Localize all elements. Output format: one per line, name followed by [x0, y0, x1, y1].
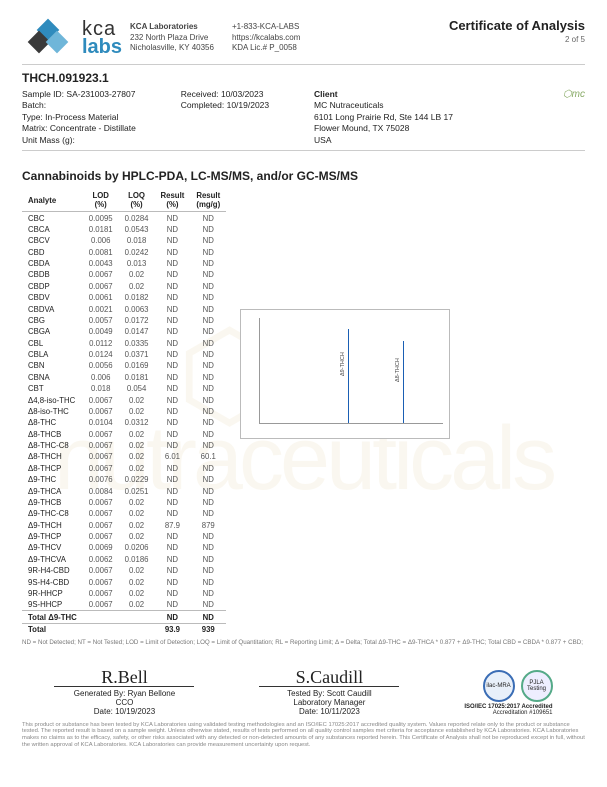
table-row: Δ8-THC0.01040.0312NDND: [22, 417, 226, 428]
header: kca labs KCA Laboratories 232 North Plaz…: [22, 18, 585, 58]
lab-logo-block: kca labs KCA Laboratories 232 North Plaz…: [22, 18, 300, 58]
table-row: Δ9-THCA0.00840.0251NDND: [22, 485, 226, 496]
signature-right: S.Caudill Tested By: Scott Caudill Labor…: [259, 667, 399, 716]
table-row: Δ8-THCP0.00670.02NDND: [22, 463, 226, 474]
cofa-title-block: Certificate of Analysis 2 of 5: [449, 18, 585, 44]
th-loq: LOQ (%): [119, 189, 155, 212]
table-row: CBG0.00570.0172NDND: [22, 315, 226, 326]
table-row: Δ8-iso-THC0.00670.02NDND: [22, 406, 226, 417]
lab-contact: +1-833-KCA-LABS https://kcalabs.com KDA …: [232, 22, 300, 53]
ilac-badge-icon: ilac-MRA: [483, 670, 515, 702]
table-row: Δ4,8-iso-THC0.00670.02NDND: [22, 394, 226, 405]
table-row: Δ8-THCH0.00670.026.0160.1: [22, 451, 226, 462]
fine-print: This product or substance has been teste…: [22, 722, 585, 749]
table-row: 9S-HHCP0.00670.02NDND: [22, 599, 226, 611]
sample-mid: Received: 10/03/2023 Completed: 10/19/20…: [181, 89, 269, 146]
table-row: CBD0.00810.0242NDND: [22, 246, 226, 257]
sample-left: Sample ID: SA-231003-27807 Batch: Type: …: [22, 89, 136, 146]
table-row: CBLA0.01240.0371NDND: [22, 349, 226, 360]
section-title: Cannabinoids by HPLC-PDA, LC-MS/MS, and/…: [22, 169, 585, 183]
th-analyte: Analyte: [22, 189, 83, 212]
th-lod: LOD (%): [83, 189, 119, 212]
table-row: CBDA0.00430.013NDND: [22, 258, 226, 269]
lab-address: KCA Laboratories 232 North Plaza Drive N…: [130, 22, 214, 53]
table-row: CBDP0.00670.02NDND: [22, 281, 226, 292]
pjla-badge-icon: PJLA Testing: [521, 670, 553, 702]
table-row: Δ9-THCB0.00670.02NDND: [22, 497, 226, 508]
separator: [22, 150, 585, 151]
footnote: ND = Not Detected; NT = Not Tested; LOD …: [22, 639, 585, 646]
sample-meta-row: Sample ID: SA-231003-27807 Batch: Type: …: [22, 89, 585, 146]
table-row: Δ9-THCV0.00690.0206NDND: [22, 542, 226, 553]
table-row: CBGA0.00490.0147NDND: [22, 326, 226, 337]
table-row: 9R-HHCP0.00670.02NDND: [22, 588, 226, 599]
table-row: CBN0.00560.0169NDND: [22, 360, 226, 371]
client-logo: ⬡mc: [563, 89, 585, 146]
table-chart-row: Analyte LOD (%) LOQ (%) Result (%) Resul…: [22, 189, 585, 635]
table-row: Δ9-THCVA0.00620.0186NDND: [22, 554, 226, 565]
chromatogram-chart: Δ9-THCHΔ8-THCH: [240, 309, 450, 439]
cofa-title: Certificate of Analysis: [449, 18, 585, 33]
table-row: CBC0.00950.0284NDND: [22, 212, 226, 224]
table-row: Δ9-THC0.00760.0229NDND: [22, 474, 226, 485]
table-row: Δ8-THC-C80.00670.02NDND: [22, 440, 226, 451]
separator: [22, 64, 585, 65]
analyte-table: Analyte LOD (%) LOQ (%) Result (%) Resul…: [22, 189, 226, 635]
table-row: Δ8-THCB0.00670.02NDND: [22, 428, 226, 439]
table-row: CBDVA0.00210.0063NDND: [22, 303, 226, 314]
accreditation-block: ilac-MRA PJLA Testing ISO/IEC 17025:2017…: [464, 670, 552, 716]
table-row: Δ9-THC-C80.00670.02NDND: [22, 508, 226, 519]
table-total-row: Total93.9939: [22, 623, 226, 635]
th-result-pct: Result (%): [155, 189, 191, 212]
table-row: CBCA0.01810.0543NDND: [22, 224, 226, 235]
logo-text: kca labs: [82, 20, 122, 56]
page-number: 2 of 5: [449, 35, 585, 44]
table-row: Δ9-THCH0.00670.0287.9879: [22, 519, 226, 530]
table-row: 9R-H4-CBD0.00670.02NDND: [22, 565, 226, 576]
client-block: Client MC Nutraceuticals 6101 Long Prair…: [314, 89, 514, 146]
signature-left: R.Bell Generated By: Ryan Bellone CCO Da…: [54, 667, 194, 716]
table-total-row: Total Δ9-THCNDND: [22, 611, 226, 623]
sample-title: THCH.091923.1: [22, 71, 585, 85]
th-result-mgg: Result (mg/g): [190, 189, 226, 212]
table-row: CBL0.01120.0335NDND: [22, 337, 226, 348]
table-row: CBNA0.0060.0181NDND: [22, 372, 226, 383]
logo-icon: [22, 18, 74, 58]
table-row: Δ9-THCP0.00670.02NDND: [22, 531, 226, 542]
signature-row: R.Bell Generated By: Ryan Bellone CCO Da…: [22, 667, 585, 716]
table-row: CBDV0.00610.0182NDND: [22, 292, 226, 303]
table-row: CBDB0.00670.02NDND: [22, 269, 226, 280]
table-row: CBCV0.0060.018NDND: [22, 235, 226, 246]
table-row: CBT0.0180.054NDND: [22, 383, 226, 394]
table-row: 9S-H4-CBD0.00670.02NDND: [22, 576, 226, 587]
